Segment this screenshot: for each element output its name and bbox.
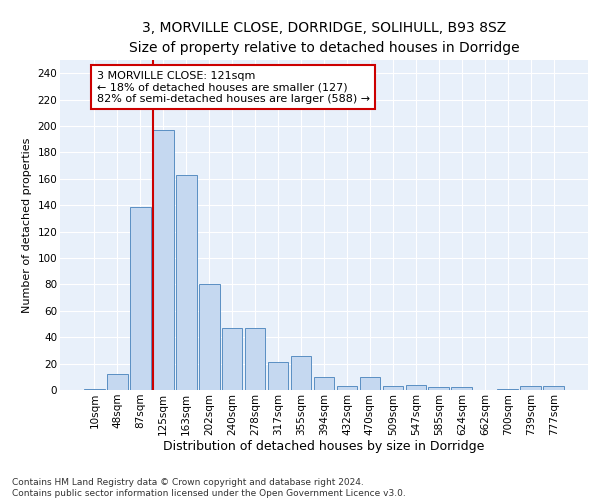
Bar <box>199 284 220 390</box>
Bar <box>520 386 541 390</box>
Bar <box>268 362 289 390</box>
Bar <box>290 356 311 390</box>
Bar <box>359 377 380 390</box>
Bar <box>383 386 403 390</box>
Bar <box>84 388 104 390</box>
Text: 3 MORVILLE CLOSE: 121sqm
← 18% of detached houses are smaller (127)
82% of semi-: 3 MORVILLE CLOSE: 121sqm ← 18% of detach… <box>97 70 370 104</box>
Bar <box>222 328 242 390</box>
Y-axis label: Number of detached properties: Number of detached properties <box>22 138 32 312</box>
Bar <box>176 175 197 390</box>
Title: 3, MORVILLE CLOSE, DORRIDGE, SOLIHULL, B93 8SZ
Size of property relative to deta: 3, MORVILLE CLOSE, DORRIDGE, SOLIHULL, B… <box>128 21 520 54</box>
Text: Contains HM Land Registry data © Crown copyright and database right 2024.
Contai: Contains HM Land Registry data © Crown c… <box>12 478 406 498</box>
Bar <box>337 386 358 390</box>
Bar <box>107 374 128 390</box>
Bar <box>130 206 151 390</box>
Bar <box>314 377 334 390</box>
Bar <box>428 388 449 390</box>
Bar <box>245 328 265 390</box>
Bar <box>153 130 173 390</box>
X-axis label: Distribution of detached houses by size in Dorridge: Distribution of detached houses by size … <box>163 440 485 454</box>
Bar <box>406 384 426 390</box>
Bar <box>544 386 564 390</box>
Bar <box>451 388 472 390</box>
Bar <box>497 388 518 390</box>
